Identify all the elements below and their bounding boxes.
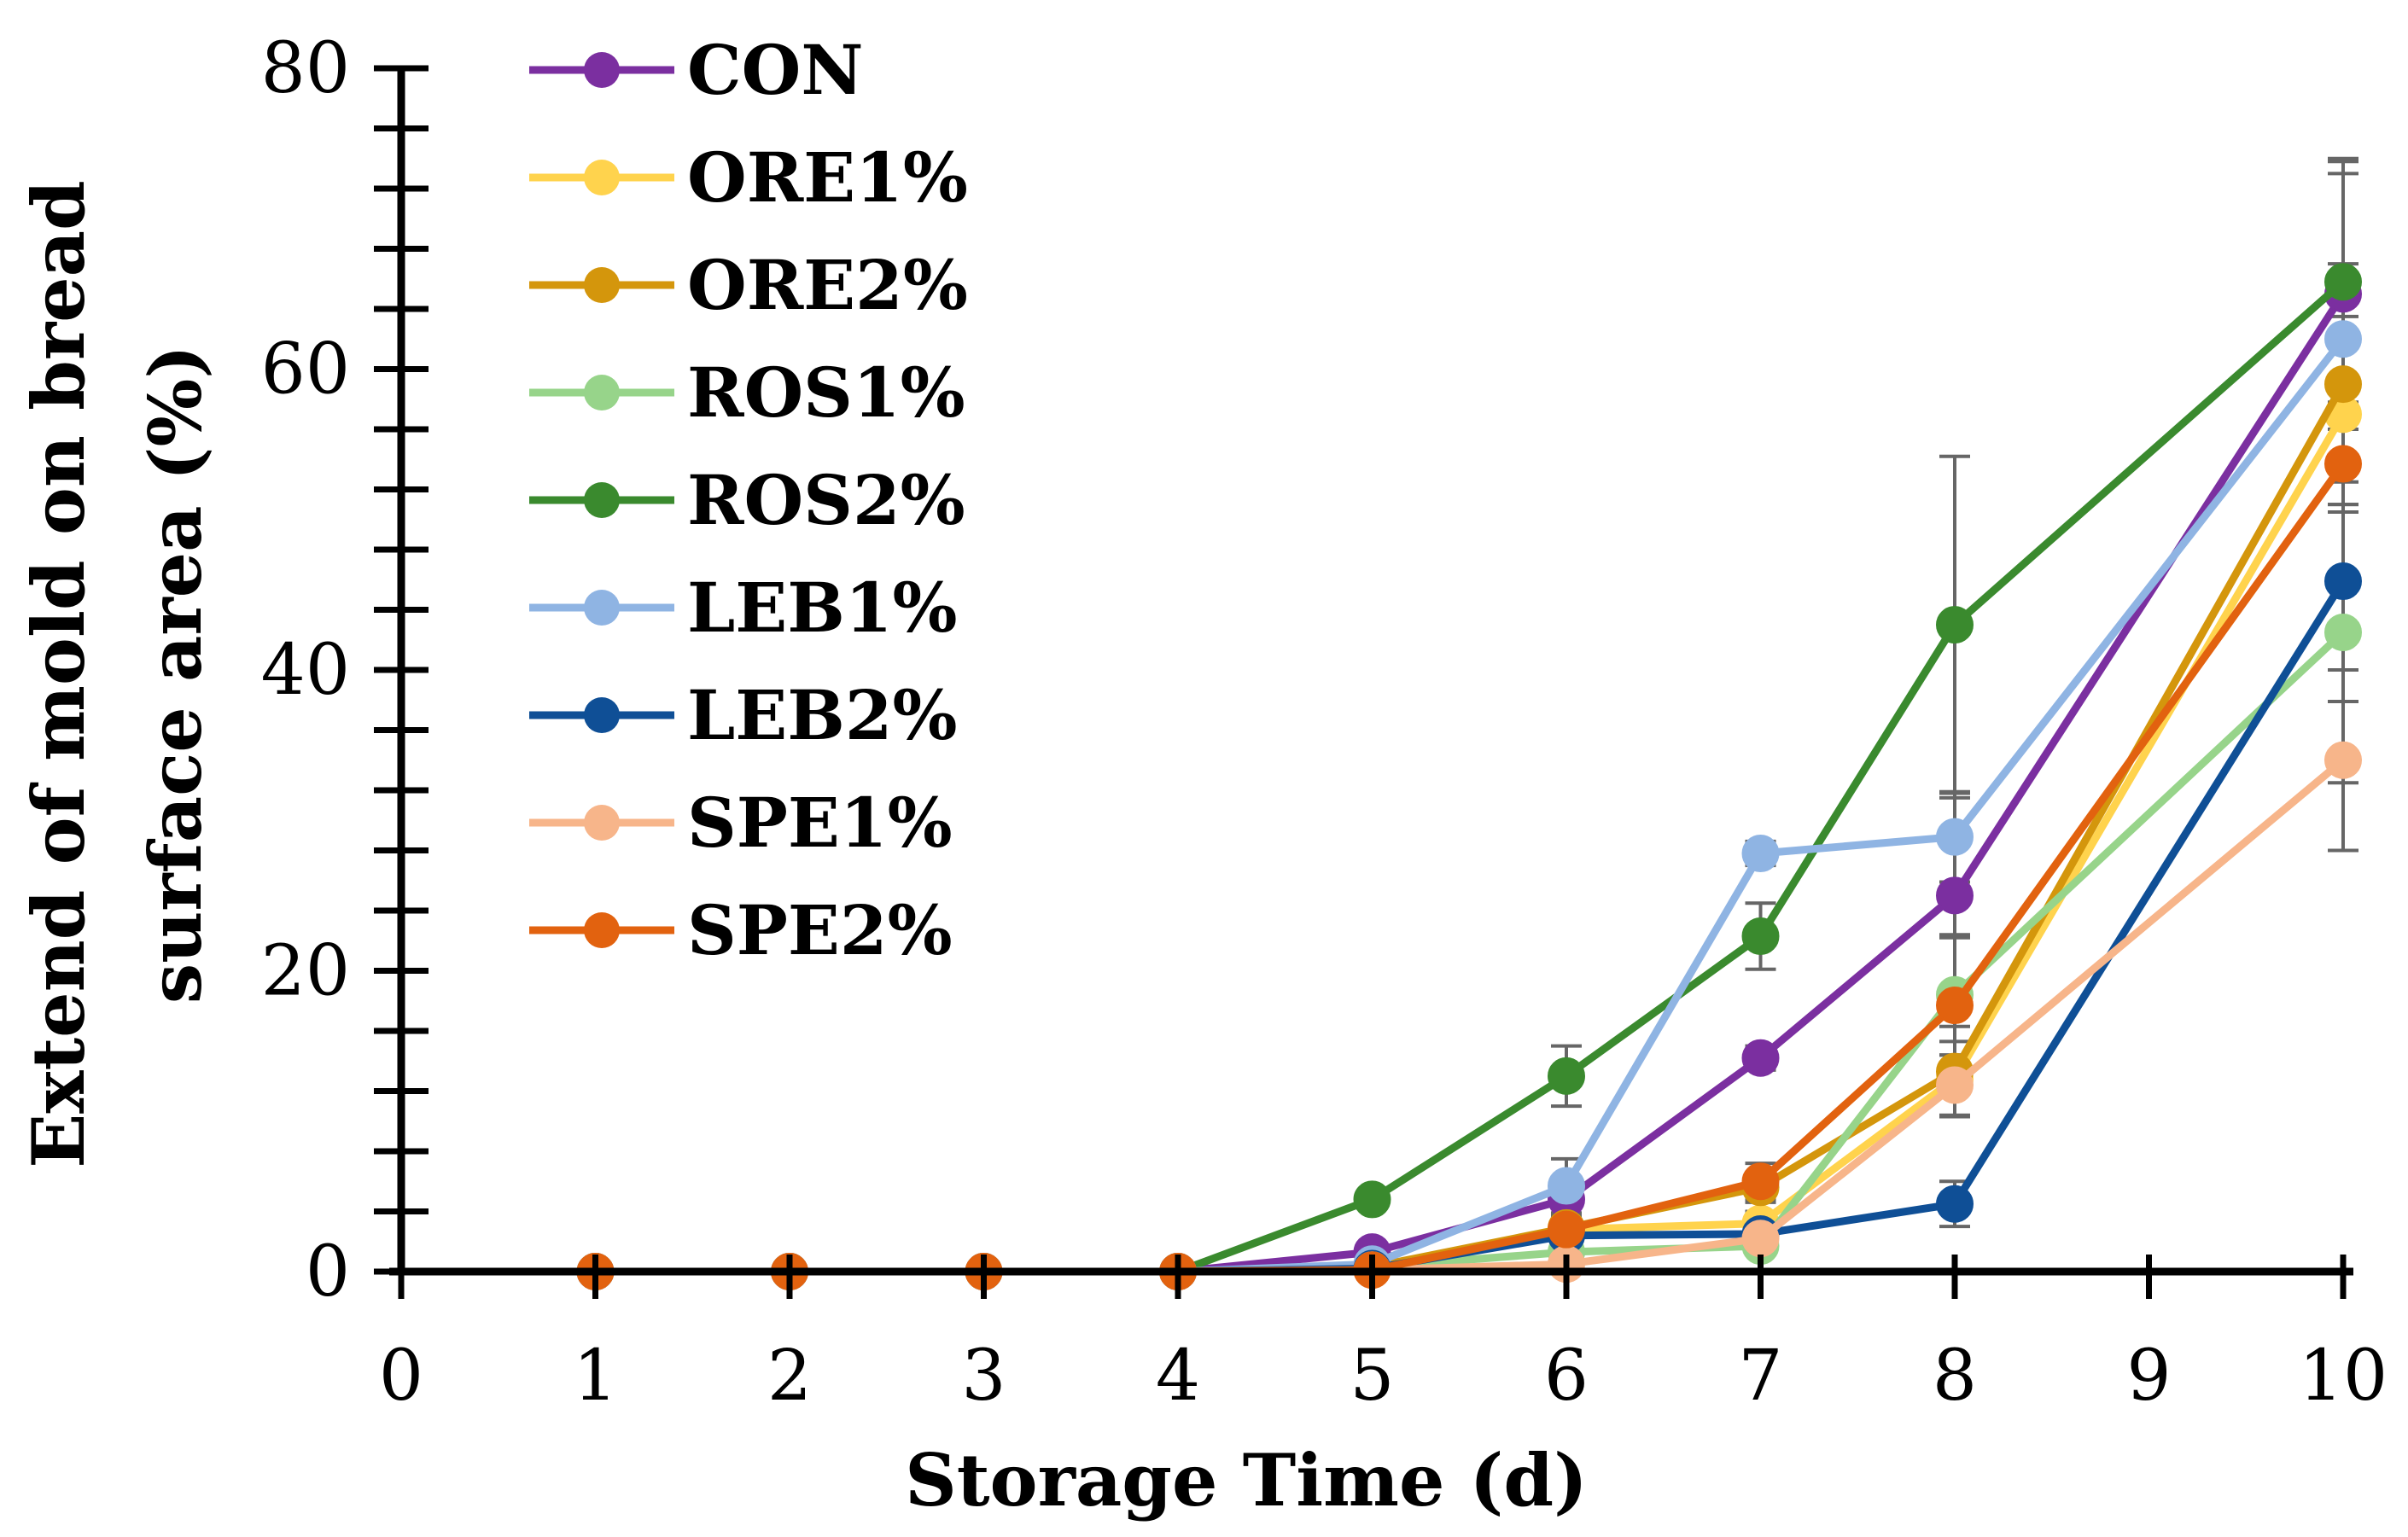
y-tick-label: 20 [261,931,350,1012]
x-tick-label: 1 [573,1336,617,1417]
legend-marker-ros2-pct [584,482,620,518]
legend-label-spe1-pct: SPE1% [687,783,953,863]
x-tick-label: 4 [1156,1336,1200,1417]
x-tick-label: 9 [2126,1336,2171,1417]
x-tick-label: 0 [379,1336,423,1417]
x-tick-label: 3 [961,1336,1006,1417]
legend: CON ORE1% ORE2% ROS1% ROS2% LEB1% LEB2% SPE1% SP… [529,30,968,970]
data-point-spe2-pct [1741,1162,1780,1201]
legend-label-leb1-pct: LEB1% [687,568,958,648]
legend-label-spe2-pct: SPE2% [687,890,953,970]
data-point-leb1-pct [2324,320,2362,358]
data-point-ore2-pct [2324,365,2362,404]
legend-marker-spe1-pct [584,805,620,841]
data-point-ros1-pct [2324,613,2362,651]
x-tick-label: 10 [2299,1336,2388,1417]
axes: 0 20 40 60 80 0 1 2 3 4 5 6 7 8 9 10 [261,28,2388,1417]
data-point-spe2-pct [1936,987,1974,1025]
y-tick-label: 40 [261,630,350,711]
legend-label-leb2-pct: LEB2% [687,675,958,755]
data-point-ros2-pct [1353,1180,1391,1219]
x-tick-label: 2 [767,1336,812,1417]
data-point-ros2-pct [1548,1057,1585,1095]
x-axis-title: Storage Time (d) [905,1438,1588,1522]
data-point-spe2-pct [2324,445,2362,483]
y-tick-label: 60 [261,329,350,410]
legend-marker-con [584,52,620,88]
legend-marker-ros1-pct [584,375,620,410]
data-point-ros2-pct [1936,606,1974,644]
data-point-spe1-pct [1741,1220,1780,1258]
data-point-con [1741,1039,1780,1077]
data-point-leb1-pct [1548,1167,1585,1205]
data-point-leb1-pct [1741,835,1780,873]
legend-label-con: CON [687,30,863,110]
data-point-ros2-pct [2324,263,2362,301]
legend-marker-leb1-pct [584,590,620,626]
x-tick-label: 8 [1933,1336,1977,1417]
legend-label-ore2-pct: ORE2% [687,245,968,325]
data-point-ros2-pct [1741,917,1780,955]
legend-label-ros2-pct: ROS2% [687,460,965,540]
data-point-spe1-pct [2324,741,2362,779]
x-tick-label: 7 [1738,1336,1782,1417]
legend-marker-leb2-pct [584,697,620,733]
data-point-spe1-pct [1936,1066,1974,1104]
error-bars [1356,156,2358,1273]
legend-label-ore1-pct: ORE1% [687,137,968,218]
data-point-con [1936,876,1974,915]
y-tick-label: 0 [306,1231,350,1313]
legend-marker-ore1-pct [584,160,620,195]
y-tick-label: 80 [261,28,350,109]
y-axis-title-line1: Extend of mold on bread [16,180,101,1168]
data-point-leb2-pct [1936,1185,1974,1223]
x-tick-label: 5 [1350,1336,1394,1417]
legend-label-ros1-pct: ROS1% [687,352,965,433]
data-point-leb1-pct [1936,818,1974,856]
x-tick-label: 6 [1544,1336,1589,1417]
data-point-spe2-pct [1548,1210,1585,1249]
legend-marker-ore2-pct [584,267,620,303]
legend-marker-spe2-pct [584,912,620,948]
data-point-leb2-pct [2324,562,2362,601]
y-axis-title-line2: surface area (%) [133,345,218,1004]
